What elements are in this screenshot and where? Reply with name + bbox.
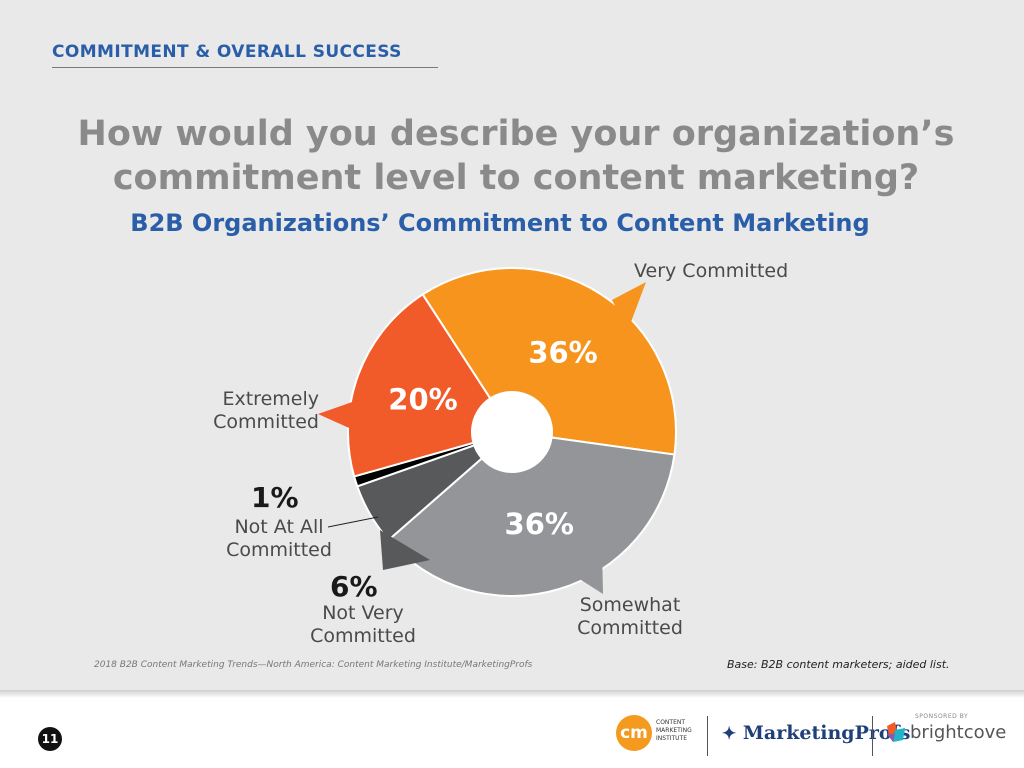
section-title-underline — [52, 67, 438, 68]
slice-value-very-committed: 36% — [528, 336, 597, 370]
donut-hole — [471, 391, 553, 473]
page-number: 11 — [38, 727, 62, 751]
label-not-at-all-committed: Not At All Committed — [222, 516, 336, 562]
callout-line-notall — [327, 516, 379, 528]
bird-icon: ✦ — [722, 724, 737, 744]
question-line-2: commitment level to content marketing? — [112, 158, 920, 198]
section-title: COMMITMENT & OVERALL SUCCESS — [52, 42, 402, 62]
callout-pointer-extremely — [318, 400, 358, 432]
label-notvery-line-1: Not Very — [322, 602, 404, 624]
label-notall-line-1: Not At All — [234, 516, 324, 538]
footer-divider-2 — [872, 716, 873, 756]
brightcove-name: brightcove — [910, 722, 1007, 743]
pct-not-very: 6% — [330, 570, 378, 603]
label-extremely-line-2: Committed — [213, 411, 319, 433]
question-line-1: How would you describe your organization… — [77, 114, 955, 154]
base-note: Base: B2B content marketers; aided list. — [727, 658, 950, 671]
brightcove-icon — [887, 722, 905, 742]
label-somewhat-line-1: Somewhat — [579, 594, 681, 616]
slice-value-extremely-committed: 20% — [388, 382, 457, 416]
footer-divider-1 — [707, 716, 708, 756]
pie-slice-extremely-committed — [347, 293, 514, 478]
label-somewhat-line-2: Committed — [577, 617, 683, 639]
marketingprofs-name: MarketingProfs — [742, 722, 911, 744]
callout-pointer-very — [612, 282, 646, 330]
label-not-very-committed: Not Very Committed — [305, 602, 421, 648]
cmi-logo-text: CONTENT MARKETING INSTITUTE — [656, 719, 692, 742]
sponsored-by-label: SPONSORED BY — [915, 713, 969, 720]
label-notall-line-2: Committed — [226, 539, 332, 561]
slice-value-somewhat-committed: 36% — [505, 507, 574, 541]
label-extremely-line-1: Extremely — [222, 388, 319, 410]
callout-pointer-somewhat — [578, 548, 603, 594]
cmi-logo-icon: cm — [616, 715, 652, 751]
callout-pointer-notvery — [380, 530, 430, 570]
label-somewhat-committed: Somewhat Committed — [572, 594, 688, 640]
pct-not-at-all: 1% — [251, 481, 299, 514]
marketingprofs-logo: ✦ MarketingProfs — [722, 722, 910, 744]
label-very-committed: Very Committed — [634, 260, 789, 282]
footer-shadow — [0, 690, 1024, 698]
label-notvery-line-2: Committed — [310, 625, 416, 647]
pie-slice-somewhat-committed — [387, 430, 676, 597]
pie-slice-very-committed — [421, 267, 677, 456]
chart-title: B2B Organizations’ Commitment to Content… — [130, 209, 870, 237]
pie-chart: 36% 36% 20% — [318, 267, 677, 597]
label-extremely-committed: Extremely Committed — [209, 388, 319, 434]
question-text: How would you describe your organization… — [60, 112, 972, 200]
source-note: 2018 B2B Content Marketing Trends—North … — [94, 660, 533, 670]
